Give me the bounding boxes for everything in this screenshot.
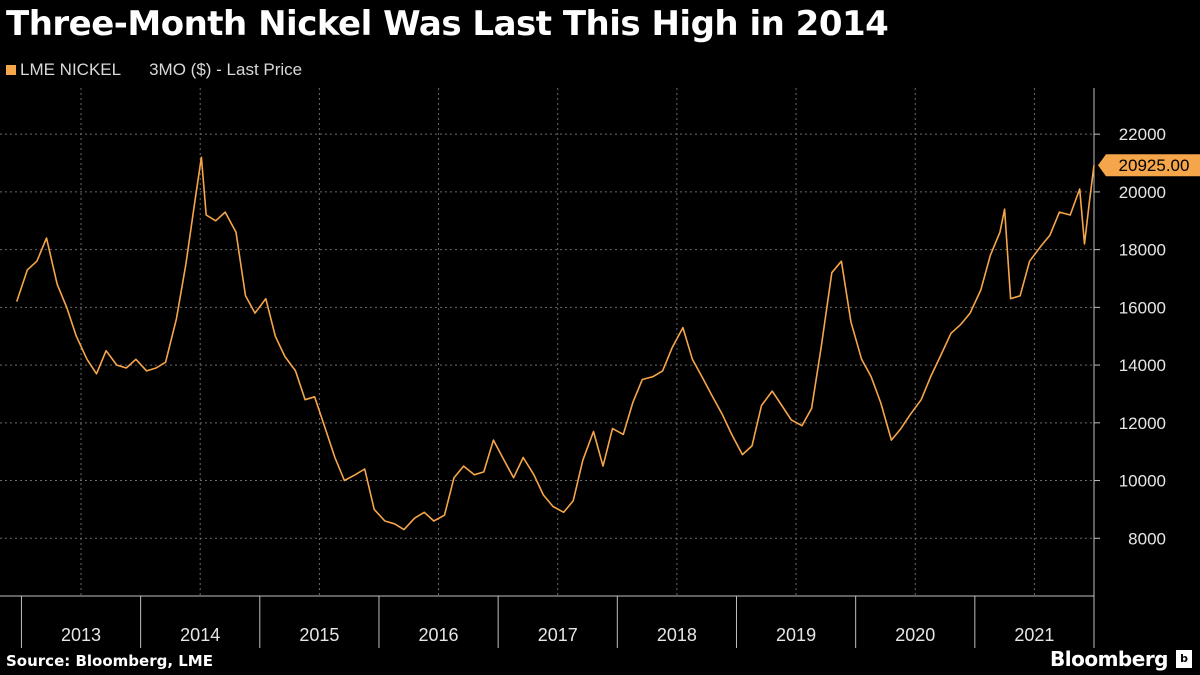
x-tick-label: 2020: [895, 625, 935, 645]
y-tick-label: 8000: [1128, 529, 1166, 548]
last-price-label: 20925.00: [1119, 156, 1190, 175]
legend-series-desc: 3MO ($) - Last Price: [149, 60, 303, 79]
chart-legend: LME NICKEL 3MO ($) - Last Price: [6, 60, 302, 80]
y-tick-label: 18000: [1119, 241, 1166, 260]
y-tick-label: 16000: [1119, 298, 1166, 317]
y-tick-label: 10000: [1119, 472, 1166, 491]
legend-series-name: LME NICKEL: [20, 60, 122, 79]
source-note: Source: Bloomberg, LME: [6, 652, 213, 670]
x-tick-label: 2016: [419, 625, 459, 645]
x-tick-label: 2019: [776, 625, 816, 645]
x-tick-label: 2021: [1014, 625, 1054, 645]
y-tick-label: 22000: [1119, 125, 1166, 144]
nickel-price-line: [15, 156, 1095, 531]
x-tick-label: 2017: [538, 625, 578, 645]
chart-title: Three-Month Nickel Was Last This High in…: [6, 4, 889, 44]
y-tick-label: 20000: [1119, 183, 1166, 202]
y-tick-label: 14000: [1119, 356, 1166, 375]
legend-swatch: [6, 65, 16, 75]
x-tick-label: 2015: [299, 625, 339, 645]
x-tick-label: 2014: [180, 625, 220, 645]
bloomberg-b-icon: b: [1176, 650, 1192, 668]
x-tick-label: 2018: [657, 625, 697, 645]
y-tick-label: 12000: [1119, 414, 1166, 433]
bloomberg-logo: Bloomberg: [1050, 647, 1168, 671]
x-tick-label: 2013: [61, 625, 101, 645]
last-price-callout: [1098, 154, 1200, 177]
